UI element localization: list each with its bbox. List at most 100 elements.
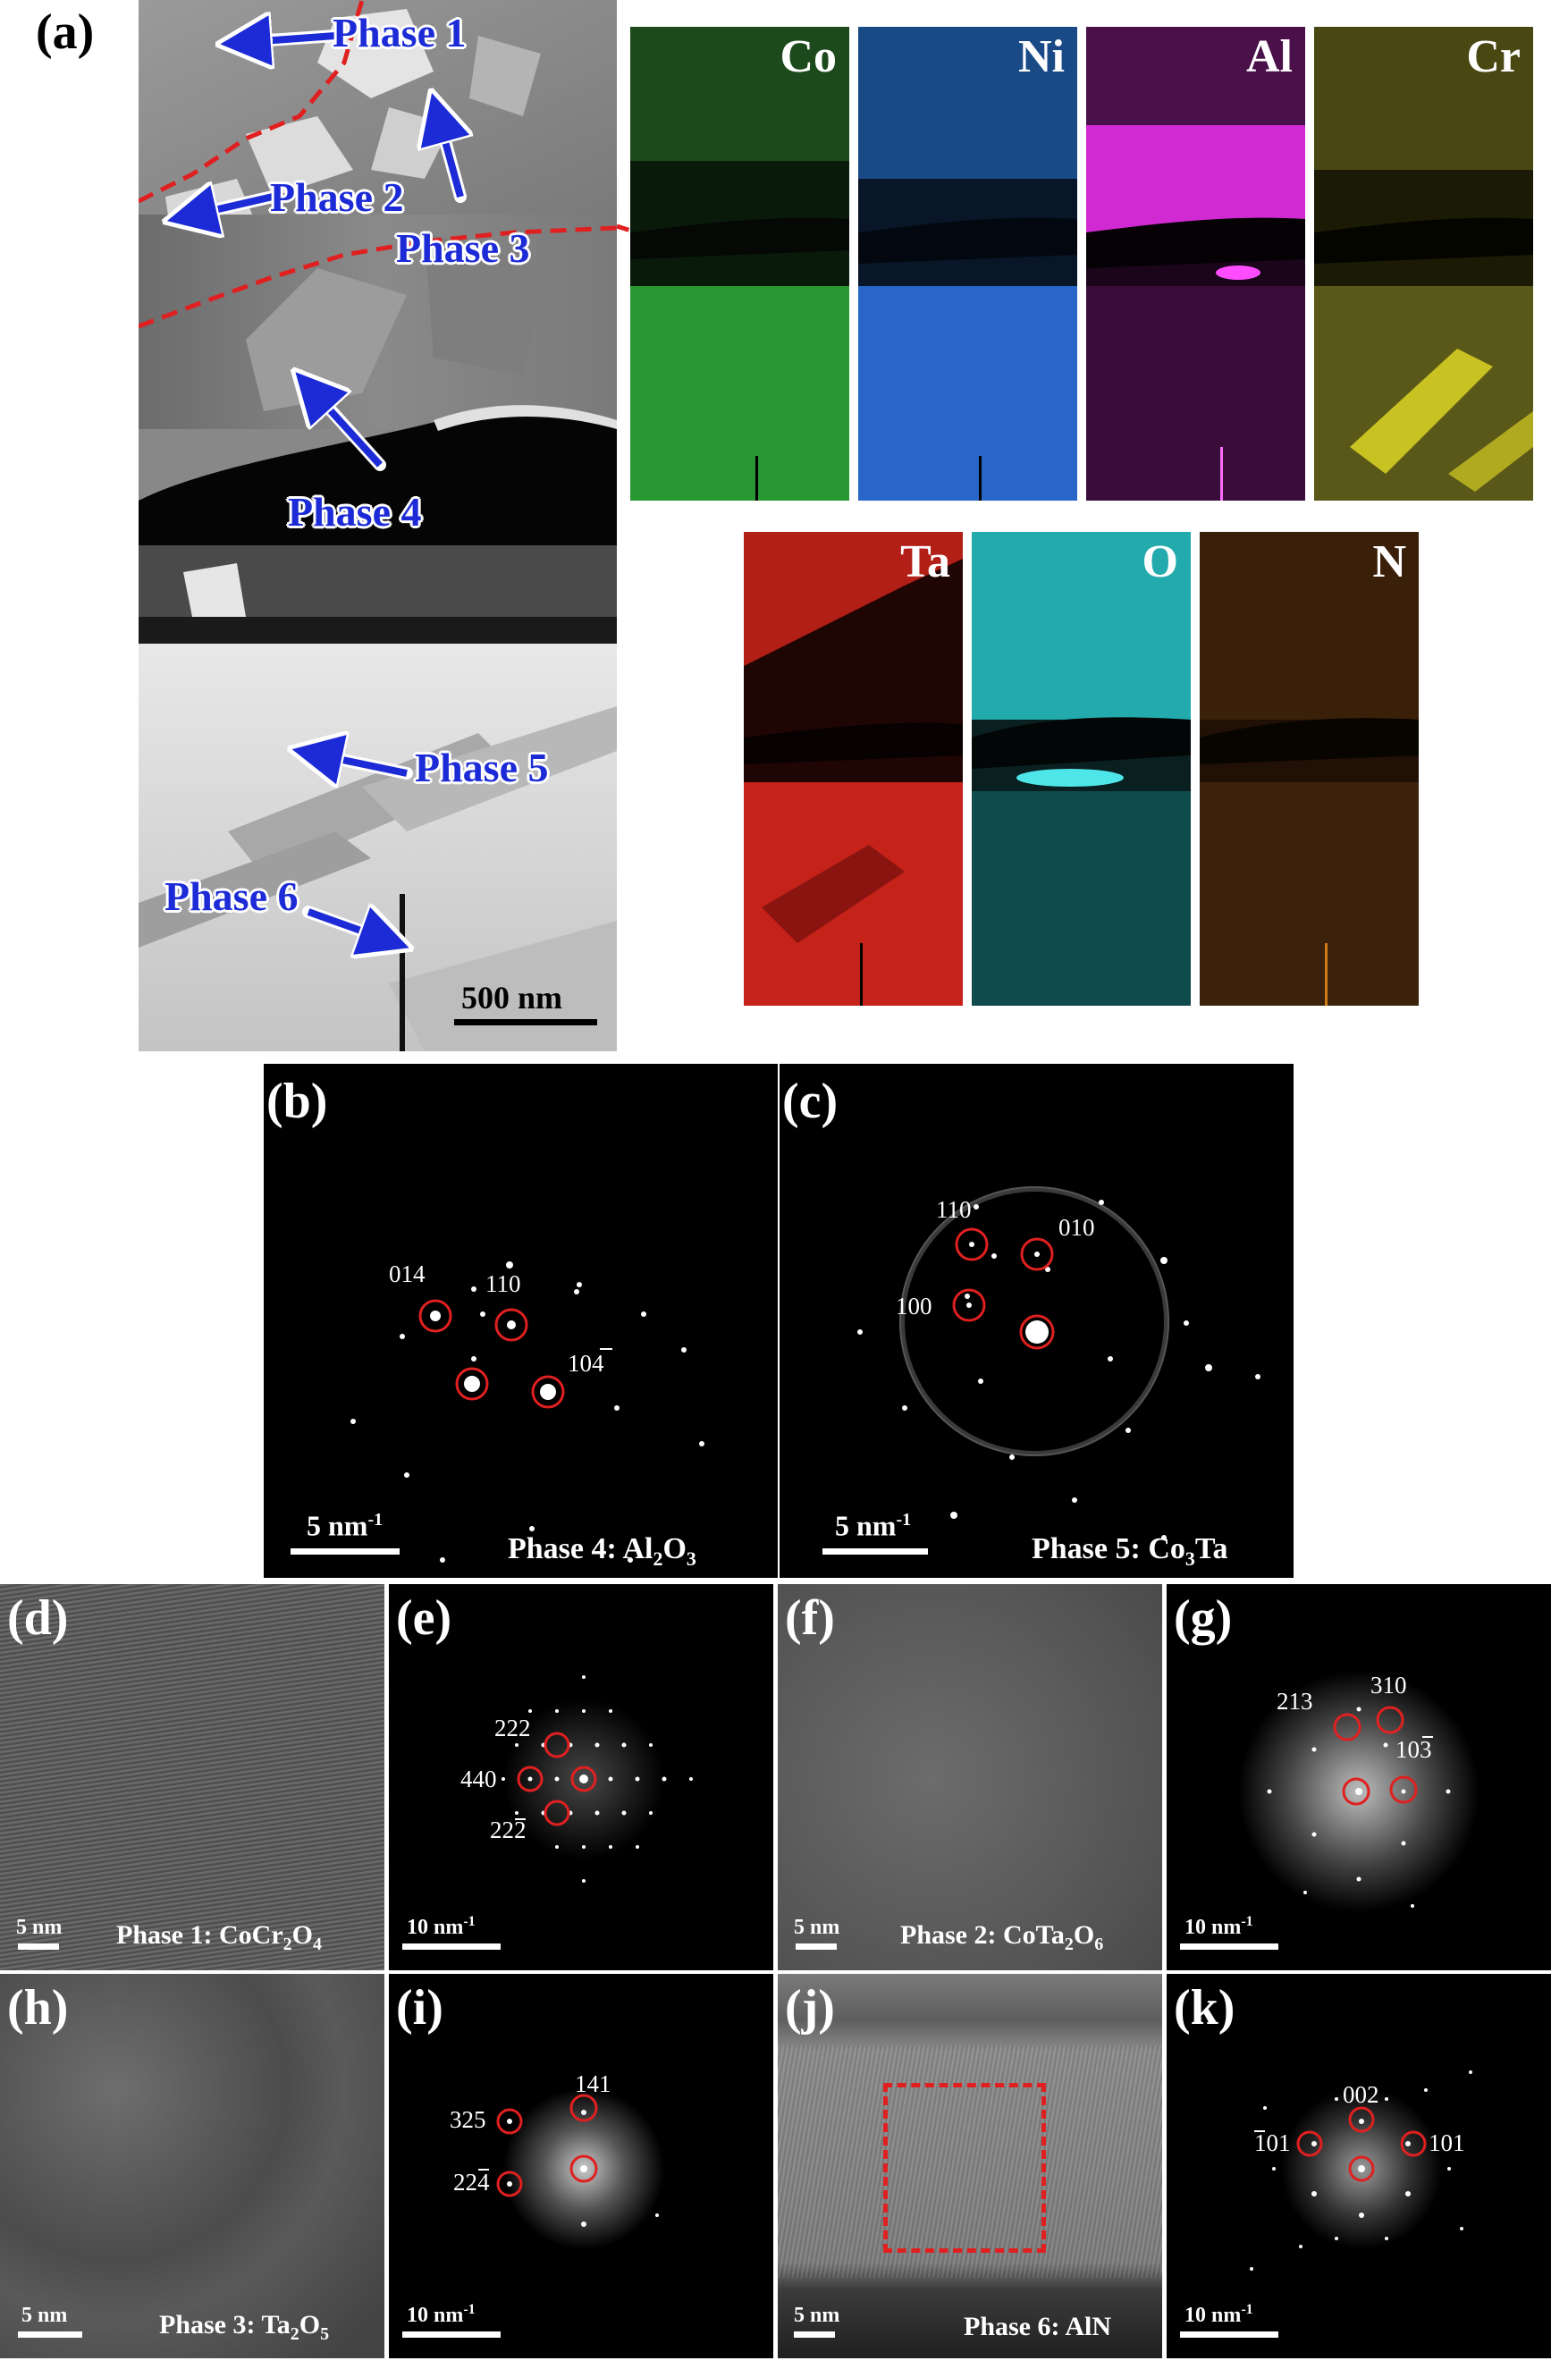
panel-b-caption-sub2: 3 [686, 1547, 696, 1570]
panel-f-scalebar [796, 1943, 837, 1950]
panel-k-label: (k) [1174, 1980, 1235, 2036]
panel-f-caption-sub2: 6 [1094, 1935, 1104, 1954]
panel-c-saed: (c) 110 010 100 5 nm-1 Phase 5: Co3Ta [780, 1064, 1294, 1578]
panel-h-scalebar [18, 2331, 82, 2338]
panel-d-scalebar [18, 1943, 59, 1950]
panel-k-fft: (k) 101 002 101 10 nm-1 [1167, 1974, 1551, 2358]
phase-6-label: Phase 6 [164, 873, 299, 919]
panel-d-caption-mid: O [291, 1920, 313, 1950]
panel-c-caption-pre: Phase 5: Co [1032, 1532, 1185, 1565]
panel-j-label: (j) [785, 1980, 835, 2036]
panel-g-fft: (g) 213 310 103 10 nm-1 [1167, 1584, 1551, 1970]
panel-k-index-101bar: 101 [1254, 2129, 1291, 2156]
eds-label-ta: Ta [900, 536, 950, 587]
panel-g-label: (g) [1174, 1590, 1233, 1646]
phase-1-label: Phase 1 [333, 10, 467, 55]
panel-f-hrtem: (f) 5 nm Phase 2: CoTa2O6 [778, 1584, 1162, 1970]
panel-j-hrtem: (j) 5 nm Phase 6: AlN [778, 1974, 1162, 2358]
panel-k-scale-sup: -1 [1241, 2302, 1253, 2317]
eds-map-n: N [1200, 532, 1419, 1006]
phase-2-label: Phase 2 [270, 174, 404, 220]
panel-f-label: (f) [785, 1590, 835, 1646]
eds-label-n: N [1372, 536, 1406, 587]
panel-f-scale-text: 5 nm [794, 1916, 840, 1939]
panel-b-overbar [600, 1348, 612, 1350]
panel-e-scale-sup: -1 [463, 1914, 476, 1929]
panel-b-saed: (b) 014 110 104 5 nm-1 Phase 4: Al2O3 [264, 1064, 778, 1578]
eds-map-al: Al [1086, 27, 1305, 501]
panel-b-caption: Phase 4: Al2O3 [508, 1534, 696, 1569]
panel-i-overbar [478, 2169, 489, 2171]
panel-e-overbar [515, 1818, 526, 1820]
panel-c-caption-sub1: 3 [1184, 1547, 1195, 1570]
panel-c-caption-mid: Ta [1194, 1532, 1228, 1565]
panel-d-hrtem: (d) 5 nm Phase 1: CoCr2O4 [0, 1584, 384, 1970]
eds-label-o: O [1142, 536, 1178, 587]
panel-g-index-310: 310 [1370, 1672, 1407, 1699]
panel-c-scale: 5 nm-1 [835, 1511, 911, 1540]
panel-c-scale-sup: -1 [896, 1510, 912, 1530]
eds-map-co: Co [630, 27, 849, 501]
panel-j-selection-box [883, 2083, 1046, 2253]
panel-i-index-141: 141 [575, 2070, 611, 2097]
panel-e-index-222bar: 222 [490, 1817, 527, 1843]
panel-a-label: (a) [36, 4, 95, 60]
panel-g-scale-sup: -1 [1241, 1914, 1253, 1929]
panel-h-caption-sub1: 2 [290, 2324, 299, 2344]
panel-c-index-010: 010 [1058, 1214, 1095, 1241]
panel-e-scale-text: 10 nm [407, 1916, 464, 1939]
panel-j-scalebar [794, 2331, 835, 2338]
panel-b-caption-mid: O [662, 1532, 687, 1565]
panel-f-caption: Phase 2: CoTa2O6 [900, 1920, 1104, 1954]
panel-i-fft: (i) 325 141 224 10 nm-1 [389, 1974, 773, 2358]
panel-g-scalebar [1180, 1943, 1278, 1950]
panel-i-label: (i) [396, 1980, 443, 2036]
panel-h-label: (h) [7, 1980, 69, 2036]
panel-e-index-222: 222 [494, 1715, 531, 1741]
panel-k-index-002: 002 [1343, 2081, 1379, 2108]
eds-label-al: Al [1246, 31, 1293, 82]
panel-g-overbar [1422, 1736, 1433, 1738]
panel-k-scalebar [1180, 2331, 1278, 2338]
panel-i-scale-sup: -1 [463, 2302, 476, 2317]
panel-h-caption-mid: O [299, 2310, 321, 2339]
panel-e-index-440: 440 [460, 1766, 497, 1792]
panel-c-scalebar [822, 1548, 928, 1555]
phase-5-label: Phase 5 [415, 745, 549, 790]
panel-c-index-100: 100 [896, 1293, 932, 1319]
panel-d-caption-sub2: 4 [312, 1935, 322, 1954]
panel-k-index-101: 101 [1429, 2129, 1465, 2156]
phase-arrows [139, 0, 617, 1051]
panel-e-scale: 10 nm-1 [407, 1914, 476, 1939]
phase-4-label: Phase 4 [288, 489, 422, 535]
panel-g-index-213: 213 [1277, 1688, 1313, 1715]
panel-k-overbar [1254, 2130, 1265, 2132]
eds-label-cr: Cr [1466, 31, 1521, 82]
panel-c-scale-text: 5 nm [835, 1509, 897, 1542]
panel-e-label: (e) [396, 1590, 452, 1646]
panel-j-scale-text: 5 nm [794, 2304, 840, 2327]
eds-map-cr: Cr [1314, 27, 1533, 501]
panel-b-index-104: 104 [568, 1352, 604, 1376]
panel-d-caption-pre: Phase 1: CoCr [116, 1920, 283, 1950]
eds-map-o: O [972, 532, 1191, 1006]
panel-c-caption: Phase 5: Co3Ta [1032, 1534, 1227, 1569]
phase-3-label: Phase 3 [396, 225, 530, 271]
panel-d-scale-text: 5 nm [16, 1916, 63, 1939]
panel-g-scale-text: 10 nm [1184, 1916, 1242, 1939]
panel-b-scalebar [291, 1548, 400, 1555]
panel-f-caption-mid: O [1073, 1920, 1095, 1950]
panel-b-index-110: 110 [485, 1270, 521, 1297]
stem-micrograph [139, 0, 617, 1051]
panel-b-caption-pre: Phase 4: Al [508, 1532, 653, 1565]
panel-f-caption-pre: Phase 2: CoTa [900, 1920, 1065, 1950]
panel-h-hrtem: (h) 5 nm Phase 3: Ta2O5 [0, 1974, 384, 2358]
panel-d-caption: Phase 1: CoCr2O4 [116, 1920, 322, 1954]
panel-d-caption-sub1: 2 [282, 1935, 292, 1954]
panel-k-scale-text: 10 nm [1184, 2304, 1242, 2327]
panel-b-label: (b) [266, 1074, 328, 1129]
panel-b-scale-text: 5 nm [307, 1509, 368, 1542]
panel-h-scale-text: 5 nm [21, 2304, 68, 2327]
panel-e-fft: (e) 222 440 222 10 nm-1 [389, 1584, 773, 1970]
panel-g-index-103: 103 [1395, 1736, 1432, 1763]
